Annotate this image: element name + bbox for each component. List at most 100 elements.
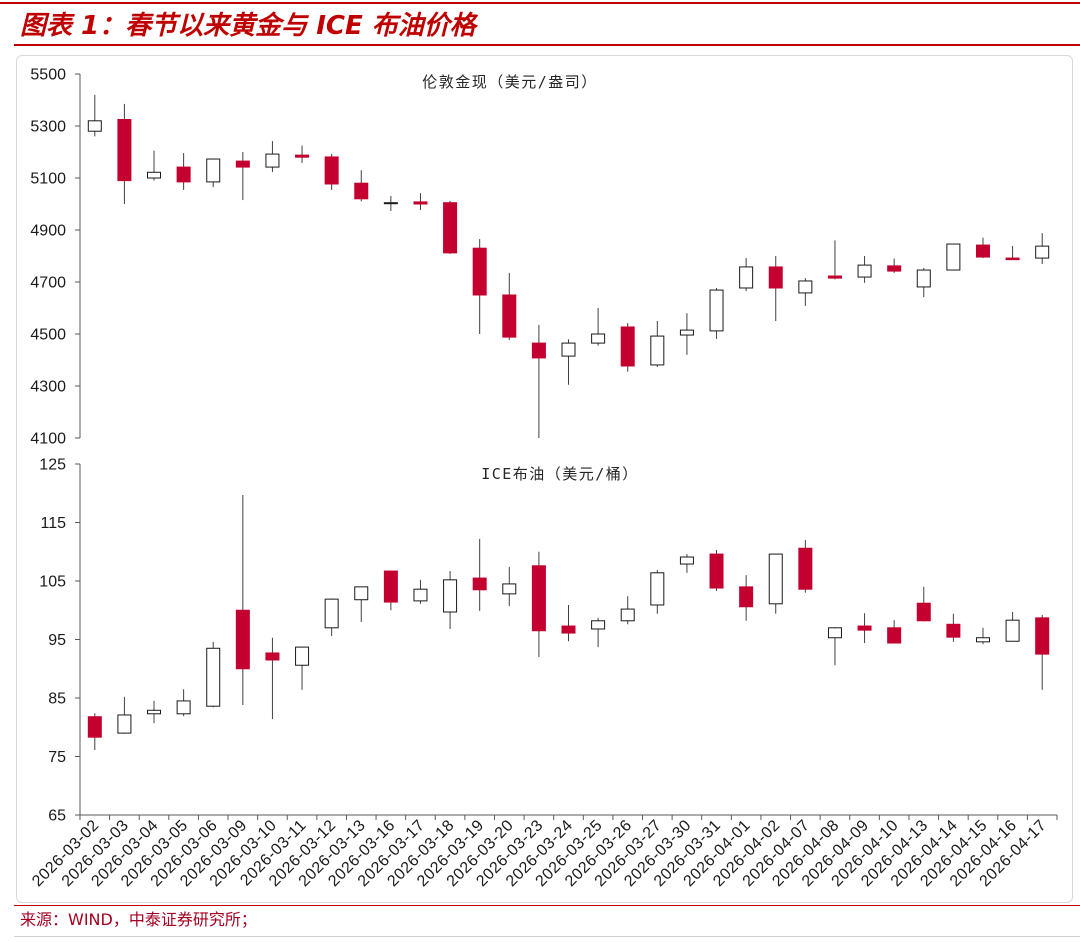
y-tick-label: 115 bbox=[40, 515, 66, 532]
candle bbox=[324, 598, 339, 636]
candle-body-down bbox=[561, 625, 576, 634]
candle-body-up bbox=[650, 335, 665, 366]
candle-body-down bbox=[117, 119, 132, 182]
candle-body-up bbox=[827, 627, 842, 639]
candle bbox=[679, 554, 694, 573]
candle bbox=[206, 158, 221, 188]
candle-body-up bbox=[798, 280, 813, 294]
candle-body-up bbox=[768, 553, 783, 605]
brent-panel: 65 75 85 95 105 115 125 ICE布油（美元/桶） bbox=[39, 457, 1050, 825]
candle bbox=[798, 540, 813, 593]
bottom-divider bbox=[14, 936, 1080, 937]
candle-body-down bbox=[502, 294, 517, 338]
y-tick-label: 4100 bbox=[30, 431, 66, 448]
candle-body-up bbox=[591, 620, 606, 630]
candle bbox=[295, 145, 310, 163]
candle bbox=[265, 141, 280, 173]
y-tick-label: 5500 bbox=[30, 67, 66, 84]
candle bbox=[739, 575, 754, 621]
source-divider bbox=[14, 905, 1080, 906]
candle bbox=[147, 700, 162, 724]
candle bbox=[531, 324, 546, 438]
candle-body-down bbox=[354, 182, 369, 200]
candle-body-up bbox=[324, 598, 339, 629]
top-border-line bbox=[0, 2, 1080, 4]
candle bbox=[620, 596, 635, 625]
panel-title: 伦敦金现（美元/盎司） bbox=[422, 73, 598, 91]
candle bbox=[679, 313, 694, 355]
candle bbox=[1005, 246, 1020, 261]
candle bbox=[413, 193, 428, 210]
candle-body-up bbox=[620, 608, 635, 622]
candle-body-up bbox=[206, 647, 221, 707]
candle bbox=[147, 150, 162, 181]
candle bbox=[591, 308, 606, 346]
candle bbox=[709, 549, 724, 591]
candle-body-down bbox=[1005, 257, 1020, 261]
candle bbox=[176, 689, 191, 717]
candle bbox=[117, 103, 132, 204]
candle-body-up bbox=[857, 264, 872, 278]
candle bbox=[87, 713, 102, 751]
candle bbox=[383, 195, 398, 212]
candle-body-up bbox=[176, 700, 191, 715]
candle-body-up bbox=[1005, 619, 1020, 642]
candle bbox=[87, 94, 102, 137]
candle bbox=[827, 627, 842, 666]
candle bbox=[472, 239, 487, 334]
candle bbox=[620, 323, 635, 372]
candle bbox=[561, 604, 576, 642]
candle-body-up bbox=[1035, 245, 1050, 259]
candle-body-up bbox=[709, 289, 724, 332]
panel-title: ICE布油（美元/桶） bbox=[481, 465, 639, 483]
candle-body-down bbox=[827, 275, 842, 279]
y-tick-label: 125 bbox=[39, 457, 66, 474]
candle bbox=[916, 586, 931, 622]
candle bbox=[975, 627, 990, 645]
candle bbox=[946, 243, 961, 271]
candle-body-down bbox=[531, 565, 546, 632]
y-tick-label: 85 bbox=[48, 691, 66, 708]
candle-body-down bbox=[87, 716, 102, 738]
title-underline bbox=[14, 44, 1080, 46]
candle bbox=[650, 321, 665, 368]
candle-body-up bbox=[975, 637, 990, 643]
candle bbox=[443, 571, 458, 629]
candle-body-down bbox=[887, 265, 902, 272]
candle-body-up bbox=[561, 342, 576, 357]
y-tick-label: 65 bbox=[48, 808, 66, 825]
candle bbox=[739, 258, 754, 292]
candle-body-up bbox=[502, 583, 517, 595]
candle-body-up bbox=[147, 171, 162, 179]
candle-body-up bbox=[147, 709, 162, 715]
candle-body-up bbox=[650, 572, 665, 606]
candle-body-up bbox=[87, 120, 102, 132]
candle-body-down bbox=[798, 547, 813, 590]
y-tick-label: 4300 bbox=[30, 379, 66, 396]
candle-body-up bbox=[295, 646, 310, 666]
candle bbox=[354, 170, 369, 202]
candle-body-down bbox=[176, 166, 191, 183]
candle bbox=[502, 566, 517, 607]
candle-body-up bbox=[739, 266, 754, 289]
y-tick-label: 5100 bbox=[30, 171, 66, 188]
chart-frame bbox=[16, 55, 1073, 903]
candle-body-down bbox=[295, 154, 310, 158]
candle-body-down bbox=[946, 623, 961, 638]
y-tick-label: 105 bbox=[39, 574, 66, 591]
candle-body-up bbox=[946, 243, 961, 271]
candle-body-down bbox=[383, 570, 398, 603]
candle-body-down bbox=[1035, 617, 1050, 655]
candle-body-down bbox=[857, 625, 872, 631]
candle-body-down bbox=[265, 652, 280, 661]
candle-body-up bbox=[206, 158, 221, 183]
candle-body-down bbox=[413, 201, 428, 205]
candle bbox=[709, 287, 724, 339]
candle-body-up bbox=[679, 556, 694, 565]
candle bbox=[798, 278, 813, 306]
candle bbox=[1005, 612, 1020, 642]
candle-body-down bbox=[472, 247, 487, 296]
candle bbox=[531, 551, 546, 658]
x-axis: 2026-03-022026-03-032026-03-042026-03-05… bbox=[29, 814, 1058, 890]
gold-panel: 4100 4300 4500 4700 4900 5100 5300 5500 伦敦金现（美元/… bbox=[30, 67, 1050, 448]
